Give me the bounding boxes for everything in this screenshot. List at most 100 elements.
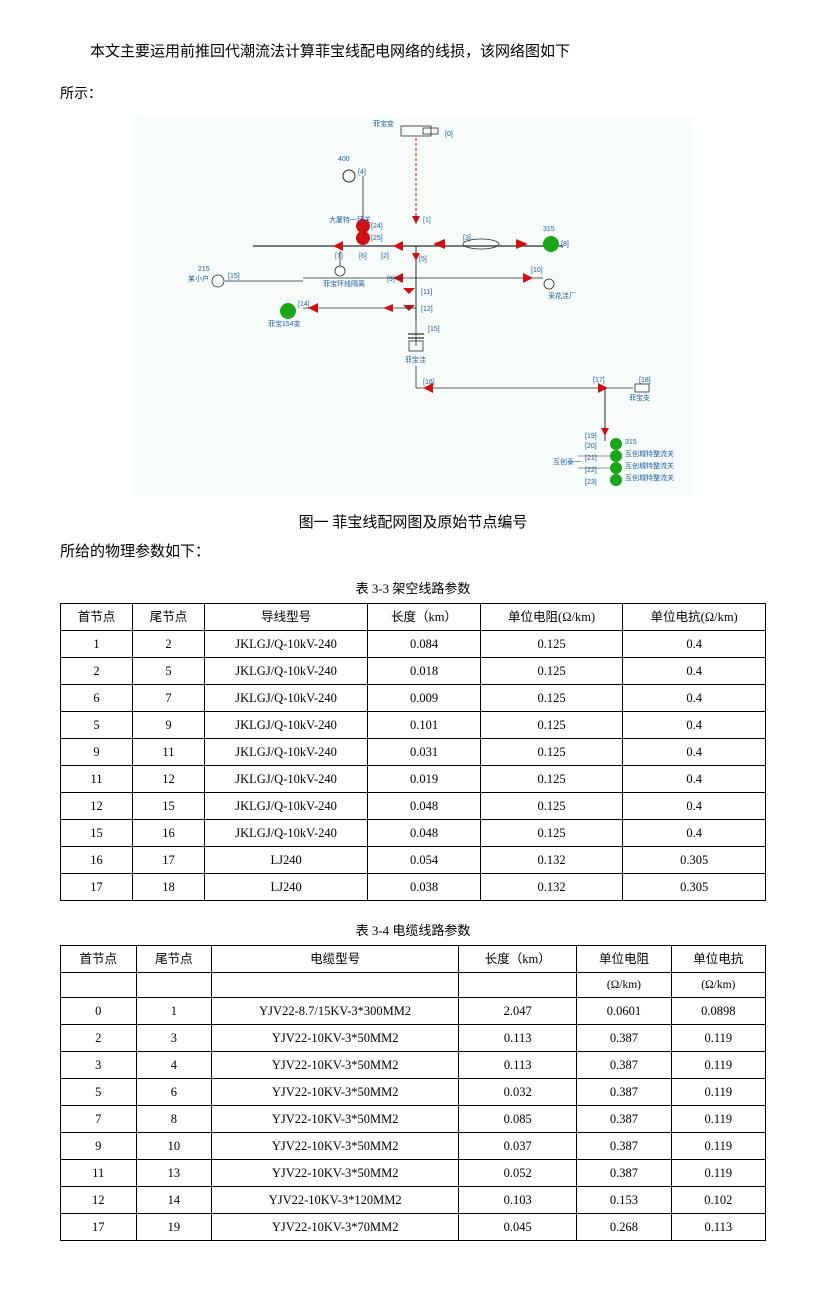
cell: 11 xyxy=(61,766,133,793)
cell: 0.032 xyxy=(459,1079,577,1106)
cell: 0.084 xyxy=(368,631,481,658)
cell: 0.125 xyxy=(480,793,623,820)
cell: 0.018 xyxy=(368,658,481,685)
cell: JKLGJ/Q-10kV-240 xyxy=(204,685,367,712)
cell: 9 xyxy=(61,1133,137,1160)
table-row: 01YJV22-8.7/15KV-3*300MM22.0470.06010.08… xyxy=(61,998,766,1025)
cell: 0.125 xyxy=(480,766,623,793)
svg-text:互创泰一: 互创泰一 xyxy=(553,457,581,466)
cell: 19 xyxy=(136,1214,212,1241)
svg-text:[25]: [25] xyxy=(371,235,383,242)
cell: 0.387 xyxy=(577,1106,671,1133)
cell: LJ240 xyxy=(204,874,367,901)
svg-text:[15]: [15] xyxy=(428,326,440,333)
svg-text:315: 315 xyxy=(543,226,555,233)
cell: 12 xyxy=(132,766,204,793)
cell: JKLGJ/Q-10kV-240 xyxy=(204,820,367,847)
table-row: 1214YJV22-10KV-3*120MM20.1030.1530.102 xyxy=(61,1187,766,1214)
svg-text:[10]: [10] xyxy=(531,267,543,274)
cell: 16 xyxy=(61,847,133,874)
cell: YJV22-10KV-3*50MM2 xyxy=(212,1133,459,1160)
cell: 6 xyxy=(136,1079,212,1106)
table-row: 25JKLGJ/Q-10kV-2400.0180.1250.4 xyxy=(61,658,766,685)
svg-text:[2]: [2] xyxy=(381,253,389,260)
table1-col-2: 导线型号 xyxy=(204,604,367,631)
svg-text:菲宝154变: 菲宝154变 xyxy=(268,319,301,328)
cell: 0.132 xyxy=(480,847,623,874)
table1-col-4: 单位电阻(Ω/km) xyxy=(480,604,623,631)
table-row: 56YJV22-10KV-3*50MM20.0320.3870.119 xyxy=(61,1079,766,1106)
table-row: 911JKLGJ/Q-10kV-2400.0310.1250.4 xyxy=(61,739,766,766)
svg-text:菲宝洼: 菲宝洼 xyxy=(405,355,426,364)
table1-title: 表 3-3 架空线路参数 xyxy=(60,579,766,600)
svg-text:菲宝支: 菲宝支 xyxy=(629,393,650,402)
table2-col-4: 单位电阻 xyxy=(577,945,671,972)
cell: 4 xyxy=(136,1052,212,1079)
svg-text:[5]: [5] xyxy=(419,256,427,263)
cell: 1 xyxy=(136,998,212,1025)
table-row: 1215JKLGJ/Q-10kV-2400.0480.1250.4 xyxy=(61,793,766,820)
cell: 0.048 xyxy=(368,820,481,847)
cell: 0.125 xyxy=(480,658,623,685)
intro-line2: 所示： xyxy=(60,84,766,106)
cell: 0.031 xyxy=(368,739,481,766)
svg-text:[23]: [23] xyxy=(585,479,597,486)
cell: 18 xyxy=(132,874,204,901)
cell: 16 xyxy=(132,820,204,847)
cell: 2 xyxy=(132,631,204,658)
table1-col-0: 首节点 xyxy=(61,604,133,631)
cell: 0.125 xyxy=(480,820,623,847)
cell: YJV22-8.7/15KV-3*300MM2 xyxy=(212,998,459,1025)
svg-text:[12]: [12] xyxy=(421,306,433,313)
cell: 11 xyxy=(61,1160,137,1187)
cell: 12 xyxy=(61,793,133,820)
cell: 0.085 xyxy=(459,1106,577,1133)
cell: JKLGJ/Q-10kV-240 xyxy=(204,766,367,793)
table1-overhead-lines: 首节点尾节点导线型号长度（km）单位电阻(Ω/km)单位电抗(Ω/km) 12J… xyxy=(60,603,766,901)
cell: 7 xyxy=(61,1106,137,1133)
svg-text:菲宝环线隔离: 菲宝环线隔离 xyxy=(323,279,365,288)
cell: 2.047 xyxy=(459,998,577,1025)
cell: 0.101 xyxy=(368,712,481,739)
cell: 10 xyxy=(136,1133,212,1160)
cell: 0.038 xyxy=(368,874,481,901)
table-row: 12JKLGJ/Q-10kV-2400.0840.1250.4 xyxy=(61,631,766,658)
table2-cable-lines: 首节点尾节点电缆型号长度（km）单位电阻单位电抗 (Ω/km)(Ω/km) 01… xyxy=(60,945,766,1241)
cell: 15 xyxy=(132,793,204,820)
cell: 0.102 xyxy=(671,1187,765,1214)
svg-text:[11]: [11] xyxy=(421,289,432,296)
table-row: 23YJV22-10KV-3*50MM20.1130.3870.119 xyxy=(61,1025,766,1052)
svg-text:215: 215 xyxy=(198,266,210,273)
cell: 8 xyxy=(136,1106,212,1133)
cell: YJV22-10KV-3*120MM2 xyxy=(212,1187,459,1214)
param-text: 所给的物理参数如下： xyxy=(60,540,766,564)
cell: 0.4 xyxy=(623,766,766,793)
cell: 0.019 xyxy=(368,766,481,793)
cell: 0.125 xyxy=(480,685,623,712)
table-row: 67JKLGJ/Q-10kV-2400.0090.1250.4 xyxy=(61,685,766,712)
cell: 2 xyxy=(61,658,133,685)
svg-text:[6]: [6] xyxy=(359,253,367,260)
cell: 13 xyxy=(136,1160,212,1187)
table-row: 1516JKLGJ/Q-10kV-2400.0480.1250.4 xyxy=(61,820,766,847)
svg-text:采花洼厂: 采花洼厂 xyxy=(548,291,576,300)
cell: 5 xyxy=(132,658,204,685)
cell: LJ240 xyxy=(204,847,367,874)
table-row: 34YJV22-10KV-3*50MM20.1130.3870.119 xyxy=(61,1052,766,1079)
svg-text:[15]: [15] xyxy=(228,273,240,280)
svg-text:大厦特一环关: 大厦特一环关 xyxy=(329,215,371,224)
table-row: 1617LJ2400.0540.1320.305 xyxy=(61,847,766,874)
cell: 14 xyxy=(136,1187,212,1214)
cell: 3 xyxy=(136,1025,212,1052)
cell: JKLGJ/Q-10kV-240 xyxy=(204,658,367,685)
cell: 0.119 xyxy=(671,1052,765,1079)
cell: 9 xyxy=(132,712,204,739)
cell: YJV22-10KV-3*50MM2 xyxy=(212,1160,459,1187)
cell: 0.113 xyxy=(459,1025,577,1052)
svg-text:[24]: [24] xyxy=(371,223,383,230)
cell: 0.387 xyxy=(577,1160,671,1187)
cell: 0.4 xyxy=(623,793,766,820)
cell: 0.0898 xyxy=(671,998,765,1025)
cell: 0.387 xyxy=(577,1079,671,1106)
cell: 0.0601 xyxy=(577,998,671,1025)
